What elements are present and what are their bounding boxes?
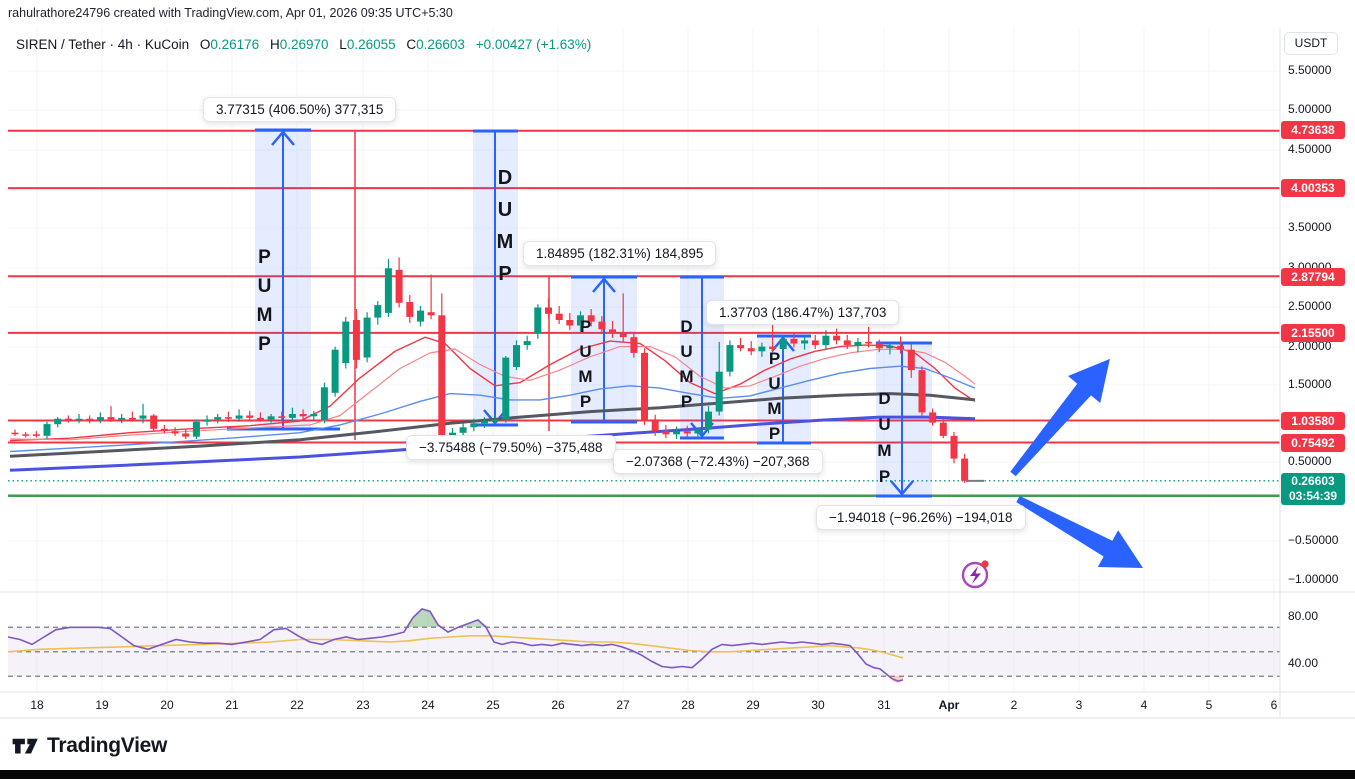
time-tick: 2 [1010,698,1018,712]
open-label: O [199,37,211,52]
pump-label: PUMP [254,247,275,363]
close-value: 0.26603 [416,37,465,52]
price-level-badge: 4.00353 [1281,179,1345,197]
pump-label: PUMP [765,349,784,449]
trend-arrow [1016,495,1143,569]
time-tick: 6 [1270,698,1278,712]
tradingview-logo-icon [12,738,38,754]
current-price-badge: 0.26603 03:54:39 [1281,473,1345,505]
time-tick: 23 [356,698,370,712]
rsi-ma-line [7,634,904,659]
price-tick: −1.00000 [1288,572,1339,586]
price-tick: 5.00000 [1288,102,1332,116]
time-tick: 19 [95,698,109,712]
dump-label: DUMP [494,167,516,295]
time-tick: 28 [681,698,695,712]
low-label: L [339,37,347,52]
price-level-badge: 1.03580 [1281,412,1345,430]
attribution-text: rahulrathore24796 created with TradingVi… [8,6,453,20]
time-tick: 21 [225,698,239,712]
current-price-value: 0.26603 [1291,474,1335,488]
price-level-badge: 0.75492 [1281,434,1345,452]
high-label: H [269,37,280,52]
bar-countdown: 03:54:39 [1288,489,1338,503]
price-tick: 2.00000 [1288,339,1332,353]
measure-tooltip: −2.07368 (−72.43%) −207,368 [613,449,823,474]
tradingview-logo-text: TradingView [47,733,168,757]
price-level-badge: 2.87794 [1281,268,1345,286]
bottom-black-bar [0,770,1355,779]
time-tick: 5 [1205,698,1213,712]
price-tick: 4.50000 [1288,142,1332,156]
open-value: 0.26176 [210,37,260,52]
price-tick: 5.50000 [1288,63,1332,77]
time-tick: 22 [290,698,304,712]
interval-label: 4h [117,37,133,52]
time-tick: 31 [877,698,891,712]
trend-arrow [1010,358,1110,477]
low-value: 0.26055 [346,37,396,52]
price-level-badge: 4.73638 [1281,121,1345,139]
time-tick: 20 [160,698,174,712]
time-tick: 30 [811,698,825,712]
tradingview-logo[interactable]: TradingView [12,732,167,759]
price-tick: 40.00 [1288,656,1319,670]
measure-tooltip: −1.94018 (−96.26%) −194,018 [816,505,1026,530]
time-tick: 4 [1140,698,1148,712]
high-value: 0.26970 [279,37,329,52]
ma_red [9,336,976,442]
measure-tooltip: 1.37703 (186.47%) 137,703 [706,300,900,325]
dump-label: DUMP [677,317,696,417]
price-tick: 80.00 [1288,609,1319,623]
measure-tooltip: 3.77315 (406.50%) 377,315 [203,97,397,122]
price-tick: 1.50000 [1288,377,1332,391]
ma_blue [9,365,976,453]
currency-toggle-button[interactable]: USDT [1284,32,1338,55]
time-tick: 3 [1075,698,1083,712]
dump-label: DUMP [875,389,894,493]
time-tick: 27 [616,698,630,712]
time-tick: 29 [746,698,760,712]
ma_gray [9,392,976,458]
price-tick: −0.50000 [1288,533,1339,547]
rsi-line [7,607,904,682]
time-tick: Apr [938,698,960,712]
time-tick: 26 [551,698,565,712]
exchange-label: KuCoin [144,37,190,52]
time-tick: 25 [486,698,500,712]
time-tick: 24 [421,698,435,712]
price-tick: 2.50000 [1288,299,1332,313]
measure-tooltip: −3.75488 (−79.50%) −375,488 [406,435,616,460]
price-level-badge: 2.15500 [1281,324,1345,342]
close-label: C [406,37,417,52]
change-value: +0.00427 (+1.63%) [475,37,592,52]
symbol-legend: SIREN / Tether · 4h · KuCoin O0.26176 H0… [16,37,592,52]
symbol-name: SIREN / Tether [16,37,106,52]
ma_pink [9,346,976,441]
price-tick: 0.50000 [1288,454,1332,468]
measure-tooltip: 1.84895 (182.31%) 184,895 [523,241,717,266]
pump-label: PUMP [576,317,595,417]
price-tick: 3.50000 [1288,220,1332,234]
time-tick: 18 [30,698,44,712]
lightning-icon [961,560,989,589]
